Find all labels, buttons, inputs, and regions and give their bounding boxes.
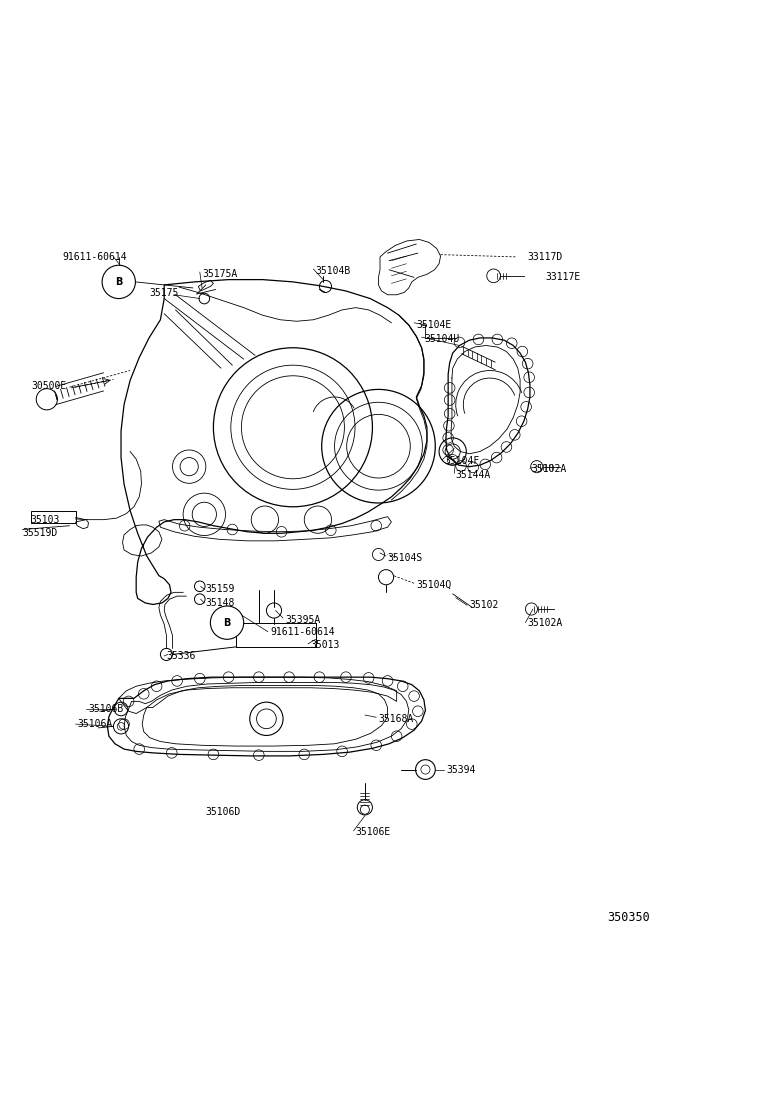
Text: 33117E: 33117E: [545, 272, 581, 282]
Text: 91611-60614: 91611-60614: [271, 627, 335, 637]
Text: 33117D: 33117D: [527, 252, 563, 262]
Text: 35394: 35394: [447, 765, 476, 775]
Text: 35336: 35336: [166, 651, 196, 661]
Text: 35148: 35148: [206, 598, 235, 608]
Text: 35102: 35102: [470, 600, 499, 610]
Text: 35104F: 35104F: [445, 456, 480, 466]
Circle shape: [102, 266, 135, 298]
Text: 35104B: 35104B: [315, 266, 351, 276]
Text: 35104E: 35104E: [416, 320, 451, 330]
Text: 35159: 35159: [206, 584, 235, 594]
Text: B: B: [223, 617, 231, 627]
Text: 35102A: 35102A: [527, 617, 563, 627]
Text: 35102A: 35102A: [531, 464, 567, 474]
Text: 91611-60614: 91611-60614: [62, 252, 127, 262]
Text: B: B: [115, 277, 122, 287]
Text: 35519D: 35519D: [23, 528, 58, 538]
Text: 35395A: 35395A: [285, 615, 321, 625]
Text: 35106D: 35106D: [206, 807, 241, 817]
Text: 35103: 35103: [30, 515, 59, 525]
Text: 35013: 35013: [310, 641, 340, 651]
Text: 35104U: 35104U: [424, 334, 459, 344]
Text: 35175A: 35175A: [202, 269, 237, 279]
Text: 35104Q: 35104Q: [416, 579, 451, 589]
Text: 35168A: 35168A: [378, 714, 413, 724]
Text: 35144A: 35144A: [456, 470, 491, 480]
Text: 30500E: 30500E: [32, 381, 67, 391]
Circle shape: [211, 606, 244, 639]
Text: 35175: 35175: [149, 288, 179, 298]
Text: 35104S: 35104S: [388, 553, 423, 563]
Text: 350350: 350350: [607, 912, 650, 924]
Text: 35106E: 35106E: [356, 827, 391, 837]
Text: 35106A: 35106A: [77, 719, 112, 729]
Text: 35106B: 35106B: [88, 704, 124, 714]
